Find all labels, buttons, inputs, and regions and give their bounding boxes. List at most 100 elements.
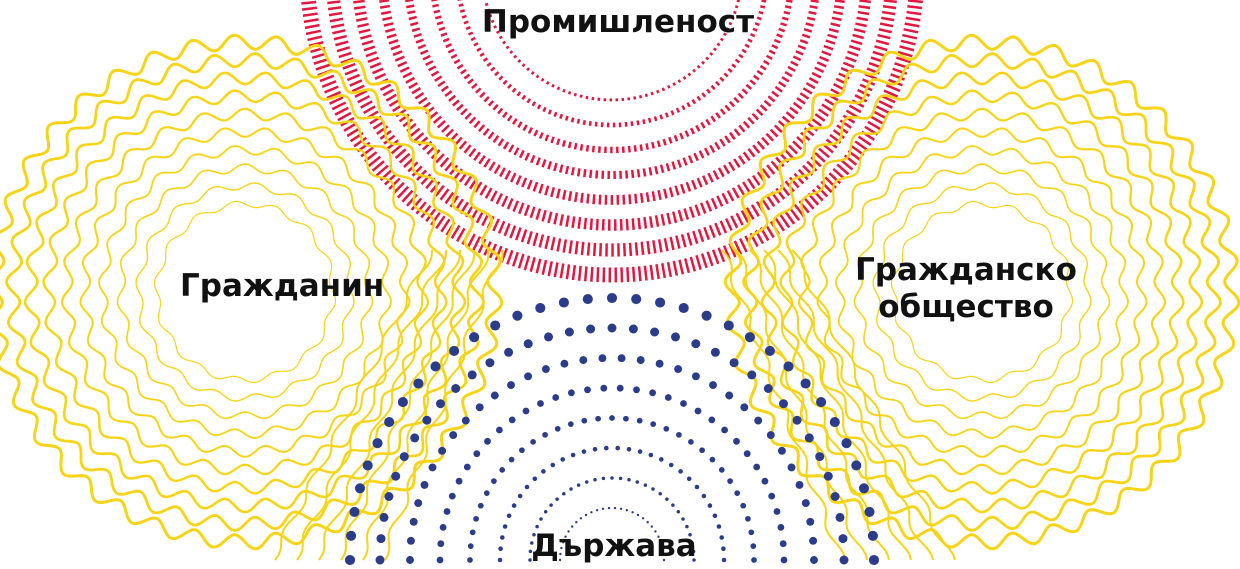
civil-society-ring: [723, 33, 1240, 551]
state-dot: [658, 491, 662, 496]
state-dot: [581, 417, 588, 424]
state-dot: [575, 521, 578, 524]
civil-society-ring: [853, 163, 1111, 420]
state-dot: [504, 347, 514, 357]
state-dot: [559, 552, 562, 556]
state-dot: [718, 467, 725, 473]
state-dot: [414, 499, 423, 508]
state-dot: [570, 452, 576, 458]
state-dot: [710, 347, 720, 357]
state-dot: [598, 354, 607, 363]
state-dot: [455, 477, 463, 485]
state-dot: [571, 525, 574, 528]
state-dot: [420, 480, 429, 489]
state-dot: [555, 497, 559, 501]
state-dot: [582, 294, 593, 305]
state-dot: [648, 452, 654, 458]
state-dot: [595, 415, 601, 422]
state-dot: [701, 310, 712, 321]
state-dot: [655, 297, 666, 308]
state-dot: [691, 372, 700, 381]
state-dot: [601, 507, 605, 510]
state-dot: [723, 320, 734, 331]
state-dot: [522, 407, 530, 415]
state-dot: [535, 524, 539, 529]
citizen-ring: [61, 107, 429, 476]
state-dot: [709, 381, 717, 390]
state-dot: [508, 456, 515, 463]
state-dot: [664, 394, 672, 401]
state-dot-rings: [274, 249, 956, 566]
connector-line: [791, 249, 956, 561]
state-dot: [761, 477, 769, 485]
state-dot: [694, 407, 702, 415]
state-dot: [436, 399, 445, 409]
state-dot: [688, 439, 694, 445]
state-dot: [864, 506, 875, 517]
connector-line: [340, 249, 476, 561]
connector-line: [777, 249, 934, 561]
state-dot: [584, 386, 591, 394]
state-dot: [517, 493, 523, 499]
state-dot: [376, 534, 386, 544]
state-dot: [584, 513, 588, 517]
state-dot: [560, 457, 565, 462]
state-dot: [483, 490, 490, 496]
state-dot: [751, 557, 757, 563]
state-dot: [422, 415, 432, 425]
state-dot: [448, 492, 456, 500]
civil-society-ring: [760, 71, 1204, 514]
state-dot: [712, 513, 718, 519]
state-dot: [699, 447, 705, 454]
civil-society-label-line1: Гражданско: [855, 252, 1077, 288]
connector-line: [735, 249, 868, 561]
state-dot: [530, 439, 536, 445]
state-dot: [649, 389, 656, 397]
state-dot: [609, 415, 615, 421]
state-dot: [643, 483, 648, 487]
state-dot: [641, 517, 645, 520]
state-dot: [750, 543, 757, 549]
state-dot: [725, 391, 734, 400]
state-dot: [467, 370, 477, 380]
state-dot: [659, 541, 663, 544]
state-dot: [344, 554, 356, 566]
state-dot: [507, 381, 515, 390]
state-dot: [508, 416, 516, 424]
state-dot: [354, 483, 366, 494]
connector-line: [318, 249, 462, 561]
state-dot: [764, 345, 775, 356]
state-dot: [729, 358, 739, 368]
state-dot: [384, 417, 395, 428]
state-dot: [391, 471, 401, 481]
state-dot: [439, 524, 447, 531]
state-dot: [858, 483, 870, 494]
state-dot: [560, 546, 563, 550]
state-dot: [606, 292, 618, 304]
state-dot: [707, 503, 713, 508]
state-dot: [747, 370, 757, 380]
state-dot: [406, 556, 414, 564]
connector-line: [362, 249, 490, 561]
state-dot: [801, 499, 810, 508]
state-dot: [665, 497, 669, 501]
state-dot: [590, 511, 593, 514]
state-dot: [668, 462, 674, 468]
state-dot: [618, 476, 623, 481]
state-dot: [773, 508, 781, 515]
state-dot: [719, 535, 724, 540]
state-dot: [607, 506, 611, 510]
state-dot: [754, 416, 763, 425]
state-dot: [496, 426, 503, 434]
state-dot: [740, 502, 747, 509]
state-dot: [541, 469, 546, 474]
state-dot: [568, 389, 575, 397]
state-dot: [676, 431, 682, 438]
state-dot: [792, 415, 802, 425]
state-dot: [839, 555, 849, 565]
state-dot: [815, 452, 825, 462]
state-dot: [530, 541, 534, 545]
industry-ring: [457, 0, 767, 128]
state-dot: [779, 540, 787, 548]
state-dot: [346, 530, 357, 541]
